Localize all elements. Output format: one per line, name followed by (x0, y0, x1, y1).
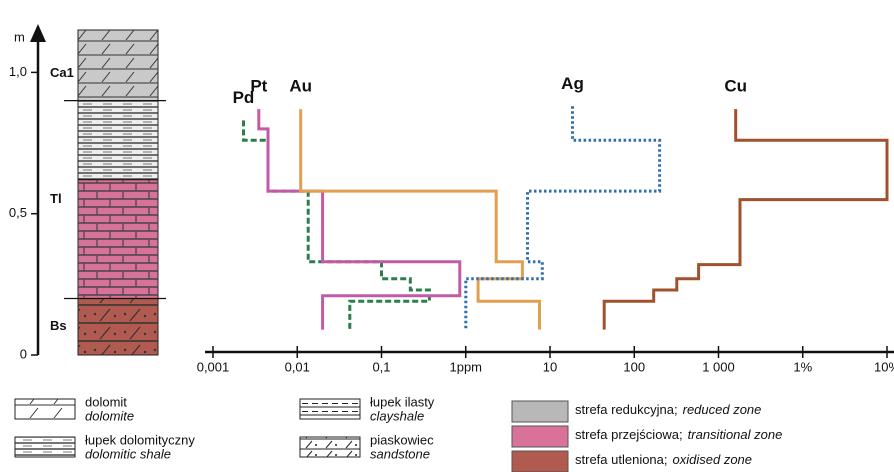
series-label: Au (289, 77, 312, 96)
x-tick-label: 10% (874, 359, 894, 374)
y-tick-label: 0,5 (9, 205, 27, 220)
x-tick-label: 100 (623, 359, 645, 374)
legend-label: łupek dolomityczny (85, 432, 195, 447)
legend-translation: sandstone (370, 446, 430, 461)
x-tick-label: 0,01 (285, 359, 310, 374)
profile-line (604, 109, 887, 330)
y-axis-arrow (30, 24, 46, 42)
y-tick-label: 0 (20, 346, 27, 361)
x-tick-label: 0,1 (372, 359, 390, 374)
formation-label: Tl (50, 191, 62, 206)
legend-translation: dolomite (85, 408, 134, 423)
chart: m Ca1 Tl Bs 0 0,5 1,0 0,001 0,01 0,1 1ppm 10 100 1 0… (0, 0, 894, 472)
legend-swatch (300, 437, 360, 457)
x-tick-label: 0,001 (197, 359, 230, 374)
profile-line (259, 109, 460, 330)
formation-label: Ca1 (50, 65, 74, 80)
zone-legend: strefa utleniona; oxidised zone (575, 452, 752, 467)
zone-label: strefa redukcyjna; (575, 402, 678, 417)
zone-label: strefa przejściowa; (575, 427, 683, 442)
y-axis-label: m (14, 29, 25, 44)
legend-label: piaskowiec (370, 432, 434, 447)
zone-swatch (512, 401, 568, 422)
legend-label: dolomit (85, 394, 127, 409)
legend-swatch (15, 437, 75, 457)
zone-translation: transitional zone (688, 427, 783, 442)
x-tick-label: 1ppm (449, 359, 482, 374)
series-label: Pt (250, 77, 267, 96)
lithology-pattern (78, 180, 158, 299)
zone-legend: strefa redukcyjna; reduced zone (575, 402, 761, 417)
formation-label: Bs (50, 318, 67, 333)
x-tick-label: 1% (793, 359, 812, 374)
zone-translation: oxidised zone (673, 452, 753, 467)
lithology-pattern (78, 101, 158, 180)
lithology-pattern (78, 298, 158, 355)
zone-translation: reduced zone (683, 402, 762, 417)
y-tick-label: 1,0 (9, 64, 27, 79)
zone-label: strefa utleniona; (575, 452, 668, 467)
zone-legend: strefa przejściowa; transitional zone (575, 427, 782, 442)
legend-swatch (15, 399, 75, 419)
zone-swatch (512, 451, 568, 472)
zone-swatch (512, 426, 568, 447)
profile-line (244, 120, 430, 329)
legend-label: łupek ilasty (370, 394, 435, 409)
series-label: Cu (724, 77, 747, 96)
legend-swatch (300, 399, 360, 419)
x-tick-label: 10 (543, 359, 557, 374)
x-tick-label: 1 000 (702, 359, 735, 374)
series-label: Ag (561, 74, 584, 93)
legend-translation: dolomitic shale (85, 446, 171, 461)
legend-translation: clayshale (370, 408, 424, 423)
lithology-pattern (78, 30, 158, 101)
